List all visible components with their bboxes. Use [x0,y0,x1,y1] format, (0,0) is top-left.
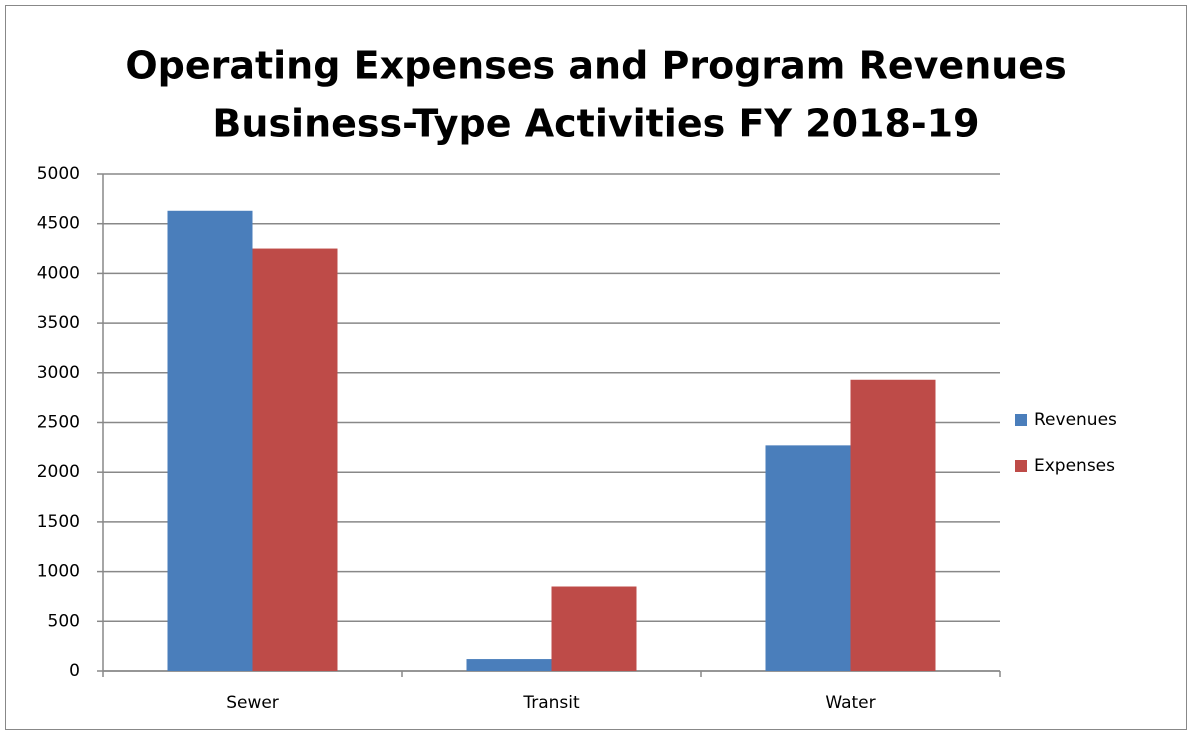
y-tick-label: 1500 [37,512,80,532]
x-tick-label: Transit [522,693,580,713]
y-tick-label: 500 [48,611,80,631]
bar [167,210,253,671]
chart-title: Operating Expenses and Program Revenues [125,44,1066,88]
y-tick-label: 2500 [37,413,80,433]
legend-label: Expenses [1034,456,1115,476]
legend-label: Revenues [1034,410,1117,430]
y-tick-label: 2000 [37,462,80,482]
bar [252,248,338,672]
bar [466,659,552,671]
y-tick-label: 4500 [37,214,80,234]
bar [765,445,851,671]
bar [850,379,936,671]
legend-swatch [1015,414,1027,426]
chart-title: Business-Type Activities FY 2018-19 [212,102,979,146]
x-tick-label: Sewer [226,693,279,713]
y-tick-label: 5000 [37,164,80,184]
y-tick-label: 1000 [37,562,80,582]
y-tick-label: 4000 [37,263,80,283]
y-tick-label: 3000 [37,363,80,383]
y-tick-label: 0 [69,661,80,681]
y-tick-label: 3500 [37,313,80,333]
x-tick-label: Water [825,693,875,713]
legend-swatch [1015,460,1027,472]
bar [551,586,637,671]
